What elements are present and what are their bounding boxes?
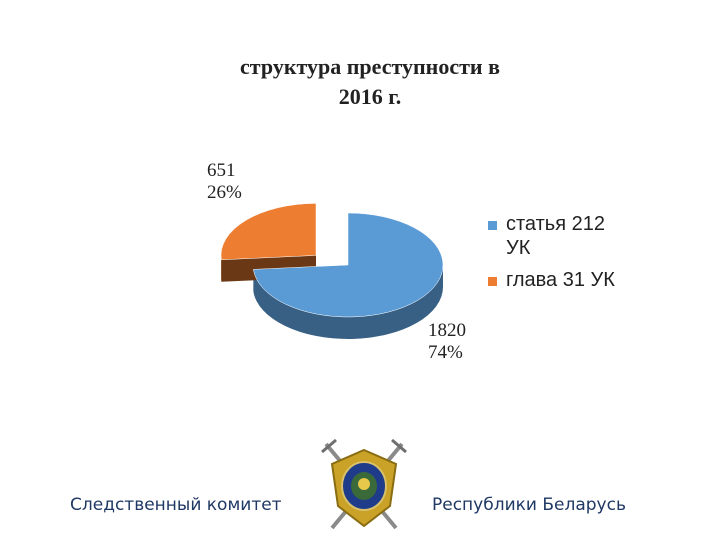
pie-slice-statya-212 [253,212,444,318]
footer-org-name-left: Следственный комитет [70,495,282,515]
data-label-percent: 74% [428,342,463,363]
data-label-glava-31: 651 26% [207,160,242,204]
pie-slice-glava-31 [220,203,317,261]
legend-swatch [488,221,497,230]
chart-title: структура преступности в 2016 г. [240,54,500,109]
data-label-value: 651 [207,160,236,181]
data-label-statya-212: 1820 74% [428,320,466,364]
chart-legend: статья 212 УК глава 31 УК [488,212,648,300]
legend-label: глава 31 УК [506,269,615,291]
legend-item-glava-31: глава 31 УК [488,268,648,292]
legend-label: статья 212 УК [506,213,605,259]
data-label-percent: 26% [207,182,242,203]
legend-swatch [488,277,497,286]
pie-slice-side [253,265,443,339]
data-label-value: 1820 [428,320,466,341]
legend-item-statya-212: статья 212 УК [488,212,648,260]
footer-org-name-right: Республики Беларусь [432,495,626,515]
emblem-logo [321,438,407,530]
